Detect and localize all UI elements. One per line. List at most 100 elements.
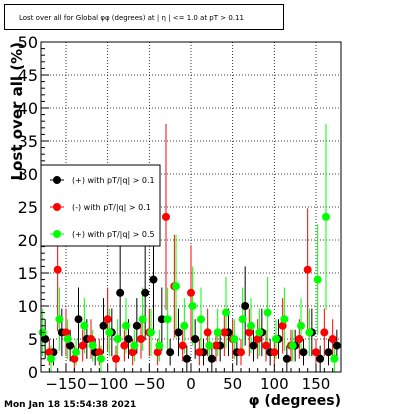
x-tick-label: 0 xyxy=(186,375,196,393)
data-point xyxy=(80,321,89,330)
data-point xyxy=(162,212,170,221)
data-point xyxy=(103,315,112,324)
data-point xyxy=(230,335,239,343)
y-tick-label: 25 xyxy=(18,198,38,217)
data-point xyxy=(222,308,230,317)
legend-box xyxy=(40,164,161,247)
y-tick-label: 30 xyxy=(18,165,38,184)
data-point xyxy=(213,328,222,337)
data-point xyxy=(95,348,104,357)
data-point xyxy=(241,302,250,310)
x-tick-label: −100 xyxy=(87,375,128,393)
data-point xyxy=(55,315,64,324)
data-point xyxy=(166,348,175,357)
data-point xyxy=(220,328,229,337)
data-point xyxy=(128,348,137,357)
data-point xyxy=(253,335,262,343)
data-point xyxy=(278,321,287,330)
data-point xyxy=(178,341,187,350)
data-point xyxy=(245,328,254,337)
data-point xyxy=(113,335,122,343)
data-point xyxy=(70,354,79,363)
data-point xyxy=(328,335,337,343)
data-point xyxy=(97,354,105,363)
data-point xyxy=(282,354,291,363)
y-tick-label: 20 xyxy=(18,231,38,250)
data-point xyxy=(137,335,145,343)
data-point xyxy=(87,335,95,343)
data-point xyxy=(153,348,162,357)
data-point xyxy=(324,348,333,357)
data-point xyxy=(237,348,245,357)
data-point xyxy=(138,315,147,324)
legend-label: (+) with pT/|q| > 0.5 xyxy=(72,230,155,239)
y-tick-label: 50 xyxy=(18,33,38,52)
data-point xyxy=(188,302,197,310)
y-tick-label: 0 xyxy=(28,363,38,382)
data-point xyxy=(122,321,130,330)
data-point xyxy=(182,354,191,363)
y-tick-label: 15 xyxy=(18,264,38,283)
data-point xyxy=(299,348,308,357)
data-point xyxy=(78,341,87,350)
data-point xyxy=(195,348,204,357)
data-point xyxy=(116,288,125,297)
y-tick-label: 45 xyxy=(18,66,38,85)
data-point xyxy=(180,321,189,330)
data-point xyxy=(147,328,155,337)
data-point xyxy=(124,335,133,343)
legend-label: (-) with pT/|q| > 0.1 xyxy=(72,203,151,212)
data-point xyxy=(130,341,139,350)
data-point xyxy=(330,354,339,363)
x-tick-label: −50 xyxy=(134,375,166,393)
data-point xyxy=(280,315,289,324)
data-point xyxy=(247,321,255,330)
y-axis-label: Lost over all (%) xyxy=(8,42,26,180)
data-point xyxy=(88,341,97,350)
x-tick-label: 100 xyxy=(260,375,289,393)
data-point xyxy=(270,348,279,357)
data-point xyxy=(141,288,150,297)
timestamp: Mon Jan 18 15:54:38 2021 xyxy=(4,400,137,410)
data-point xyxy=(191,335,200,343)
data-point xyxy=(288,341,297,350)
data-point xyxy=(149,275,158,284)
data-point xyxy=(212,341,220,350)
data-point xyxy=(238,315,247,324)
data-point xyxy=(249,341,258,350)
legend-marker xyxy=(53,230,61,238)
data-point xyxy=(72,348,80,357)
legend-label: (+) with pT/|q| > 0.1 xyxy=(72,176,155,185)
data-point xyxy=(132,321,141,330)
x-tick-label: 50 xyxy=(223,375,242,393)
data-point xyxy=(316,354,325,363)
legend-marker xyxy=(53,203,61,211)
data-point xyxy=(47,354,55,363)
data-point xyxy=(45,348,54,357)
data-point xyxy=(172,282,180,291)
data-point xyxy=(320,328,329,337)
x-tick-label: 150 xyxy=(302,375,331,393)
data-point xyxy=(120,341,129,350)
data-point xyxy=(262,341,270,350)
data-point xyxy=(53,265,62,274)
data-point xyxy=(66,341,75,350)
data-point xyxy=(297,321,305,330)
y-tick-label: 5 xyxy=(28,330,38,349)
data-point xyxy=(207,354,216,363)
data-point xyxy=(272,335,280,343)
x-tick-label: −150 xyxy=(45,375,86,393)
data-point xyxy=(322,212,330,221)
y-tick-label: 10 xyxy=(18,297,38,316)
data-point xyxy=(295,335,304,343)
data-point xyxy=(313,275,322,284)
legend: (+) with pT/|q| > 0.1 (-) with pT/|q| > 0… xyxy=(40,164,161,247)
y-tick-label: 40 xyxy=(18,99,38,118)
data-point xyxy=(74,315,83,324)
legend-marker xyxy=(53,176,61,184)
data-point xyxy=(332,341,341,350)
data-point xyxy=(112,354,120,363)
data-point xyxy=(203,328,212,337)
data-point xyxy=(63,335,72,343)
